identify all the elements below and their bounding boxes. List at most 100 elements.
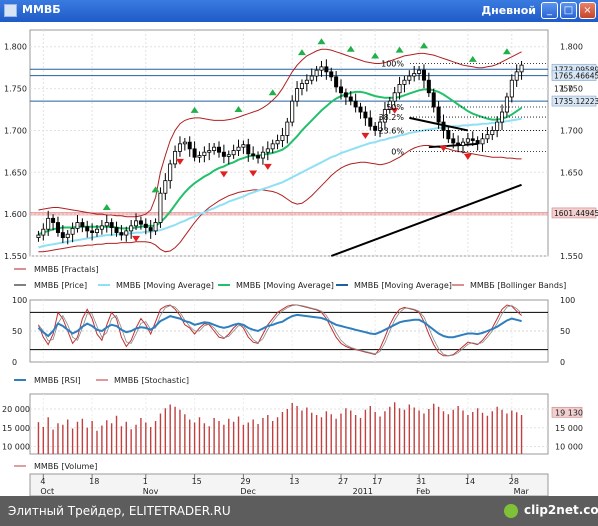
candle-body	[236, 146, 241, 151]
date-day-label: 1	[143, 477, 148, 486]
candle-body	[451, 138, 456, 144]
candle-body	[51, 217, 56, 223]
window-titlebar: ММВБ Дневной _ □ ×	[0, 0, 598, 22]
price-label: 1773.09589	[554, 65, 598, 74]
candle-body	[285, 121, 290, 136]
fractal-up-marker	[419, 42, 428, 49]
close-button[interactable]: ×	[579, 2, 596, 19]
minimize-button[interactable]: _	[541, 2, 558, 19]
date-day-label: 29	[240, 477, 250, 486]
candle-body	[382, 109, 387, 123]
footer-bar: Элитный Трейдер, ELITETRADER.RU clip2net…	[0, 496, 598, 526]
fractal-down-marker	[263, 163, 272, 170]
candle-body	[202, 151, 207, 156]
clip2net-logo[interactable]: clip2net.com	[504, 502, 598, 520]
candle-body	[168, 163, 173, 182]
candle-body	[280, 135, 285, 141]
price-label-box	[551, 207, 597, 219]
price-ytick-left: 1.550	[4, 252, 27, 261]
candle-body	[329, 71, 334, 78]
candle-body	[338, 86, 343, 94]
candle-body	[470, 138, 475, 141]
candle-body	[134, 220, 139, 227]
period-label[interactable]: Дневной	[481, 4, 536, 17]
candle-body	[90, 230, 95, 233]
vol-ytick-left: 10 000	[2, 443, 30, 452]
fractal-down-marker	[463, 153, 472, 160]
date-month-label: Nov	[143, 487, 159, 496]
date-day-label: 14	[465, 477, 475, 486]
candle-body	[124, 230, 129, 236]
fractal-down-marker	[175, 158, 184, 165]
date-day-label: 15	[192, 477, 202, 486]
maximize-button[interactable]: □	[560, 2, 577, 19]
chart-window-icon	[4, 4, 17, 17]
fib-label: 100%	[381, 59, 404, 68]
candle-body	[55, 222, 60, 233]
osc-ytick-right: 0	[560, 358, 565, 367]
legend-stochastic: ММВБ [Stochastic]	[114, 376, 189, 385]
candle-body	[207, 150, 212, 153]
stochastic-signal-line	[38, 304, 522, 357]
candle-body	[275, 140, 280, 145]
candle-body	[36, 234, 41, 238]
price-label: 1735.12223	[554, 97, 598, 106]
date-day-label: 18	[89, 477, 99, 486]
clip2net-logo-text: clip2net.com	[524, 503, 598, 517]
candle-body	[65, 233, 70, 238]
price-ytick-right: 1.550	[560, 252, 583, 261]
date-month-label: 2011	[353, 487, 373, 496]
candle-body	[290, 100, 295, 123]
osc-ytick-left: 50	[12, 327, 22, 336]
price-label-box	[551, 95, 597, 107]
fractal-up-marker	[268, 89, 277, 96]
vol-ytick-right: 19 130	[555, 408, 583, 417]
fractal-up-marker	[151, 186, 160, 193]
candle-body	[192, 148, 197, 158]
legend-rsi: ММВБ [RSI]	[34, 376, 81, 385]
candle-body	[475, 140, 480, 145]
candle-body	[378, 121, 383, 131]
candle-body	[129, 225, 134, 232]
candle-body	[226, 154, 231, 157]
date-day-label: 13	[289, 477, 299, 486]
price-ytick-left: 1.600	[4, 210, 27, 219]
candle-body	[197, 155, 202, 158]
price-label: 1601.44945	[554, 209, 598, 218]
candle-body	[441, 121, 446, 131]
date-day-label: 17	[372, 477, 382, 486]
osc-ytick-left: 100	[12, 296, 27, 305]
price-ytick-right: 1.650	[560, 168, 583, 177]
fractal-up-marker	[371, 52, 380, 59]
candle-body	[417, 69, 422, 74]
trendline	[330, 183, 522, 257]
price-ytick-right: 1.750	[560, 85, 583, 94]
bollinger-upper-line	[38, 48, 522, 218]
vol-ytick-right: 15 000	[555, 424, 583, 433]
candle-body	[95, 228, 100, 233]
candle-body	[158, 192, 163, 223]
candle-body	[299, 83, 304, 89]
candle-body	[314, 69, 319, 77]
date-day-label: 27	[338, 477, 348, 486]
candle-body	[504, 96, 509, 113]
candle-body	[119, 232, 124, 236]
candle-body	[480, 138, 485, 145]
candle-body	[358, 106, 363, 113]
candle-body	[70, 227, 75, 235]
candle-body	[387, 100, 392, 110]
candle-body	[407, 75, 412, 81]
fib-label: 0%	[391, 147, 404, 156]
window-title: ММВБ	[22, 3, 61, 16]
osc-ytick-right: 50	[560, 327, 570, 336]
candle-body	[519, 64, 524, 73]
fractal-up-marker	[346, 45, 355, 52]
candle-body	[490, 130, 495, 136]
candle-body	[392, 92, 397, 102]
candle-body	[41, 228, 46, 236]
volume-panel	[29, 393, 549, 455]
candle-body	[431, 92, 436, 108]
price-ytick-left: 1.650	[4, 168, 27, 177]
fractal-up-marker	[395, 46, 404, 53]
candle-body	[153, 222, 158, 232]
